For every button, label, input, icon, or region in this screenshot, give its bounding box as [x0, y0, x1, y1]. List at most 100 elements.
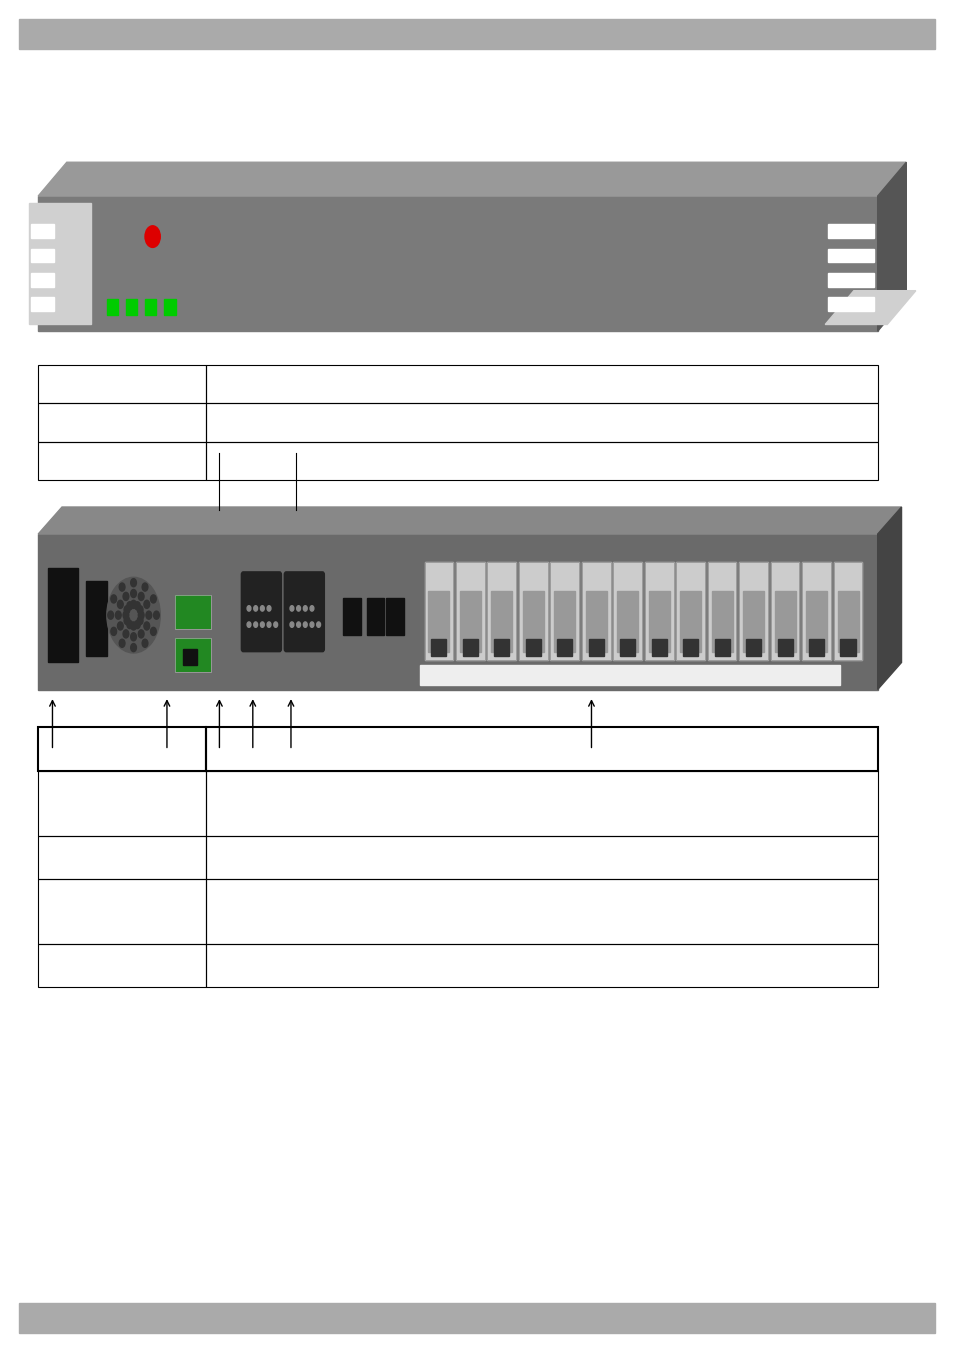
Circle shape — [131, 622, 136, 630]
Bar — [648, 591, 669, 652]
Bar — [38, 534, 877, 690]
Bar — [613, 562, 641, 660]
Bar — [206, 879, 877, 944]
Bar — [494, 639, 509, 656]
Circle shape — [137, 606, 143, 614]
Bar — [581, 562, 610, 660]
Bar — [840, 639, 855, 656]
Circle shape — [111, 627, 116, 635]
Polygon shape — [824, 291, 915, 324]
Bar — [837, 591, 858, 652]
Bar — [644, 562, 673, 660]
Circle shape — [290, 622, 294, 627]
Bar — [707, 562, 736, 660]
Bar — [827, 224, 873, 238]
Circle shape — [303, 606, 307, 611]
Polygon shape — [877, 507, 901, 690]
Bar — [827, 249, 873, 262]
Bar — [801, 562, 830, 660]
Bar — [19, 19, 934, 49]
Circle shape — [117, 600, 123, 608]
Bar — [557, 639, 572, 656]
Bar — [522, 591, 543, 652]
Circle shape — [253, 606, 257, 611]
Bar — [808, 639, 823, 656]
Bar — [742, 591, 763, 652]
Polygon shape — [38, 507, 901, 534]
Bar — [588, 639, 603, 656]
Circle shape — [131, 644, 136, 652]
Circle shape — [310, 622, 314, 627]
Circle shape — [247, 606, 251, 611]
Circle shape — [267, 606, 271, 611]
Circle shape — [316, 622, 320, 627]
Bar — [770, 562, 799, 660]
Bar — [174, 595, 211, 629]
Bar — [206, 944, 877, 987]
Bar — [714, 639, 729, 656]
Circle shape — [260, 622, 264, 627]
Circle shape — [131, 600, 136, 608]
Bar — [206, 727, 877, 771]
Circle shape — [151, 627, 156, 635]
Circle shape — [153, 611, 159, 619]
Circle shape — [144, 622, 150, 630]
Bar — [30, 297, 54, 311]
Bar — [107, 299, 118, 315]
Circle shape — [290, 606, 294, 611]
Bar — [206, 442, 877, 480]
Circle shape — [144, 600, 150, 608]
Bar — [676, 562, 704, 660]
Circle shape — [134, 621, 140, 629]
Bar — [174, 638, 211, 672]
Circle shape — [131, 589, 136, 598]
Bar — [30, 224, 54, 238]
Bar — [518, 562, 547, 660]
Bar — [38, 836, 206, 879]
Bar — [38, 879, 206, 944]
Bar — [206, 771, 877, 836]
Bar — [801, 562, 830, 660]
Bar — [739, 562, 767, 660]
Bar — [174, 638, 211, 672]
Polygon shape — [877, 162, 905, 331]
Circle shape — [131, 633, 136, 641]
Circle shape — [138, 611, 144, 619]
Bar — [419, 665, 839, 685]
Bar — [164, 299, 175, 315]
FancyBboxPatch shape — [284, 572, 324, 652]
Circle shape — [115, 611, 121, 619]
Bar — [644, 562, 673, 660]
Bar — [745, 639, 760, 656]
Bar — [739, 562, 767, 660]
Bar — [525, 639, 540, 656]
Bar — [827, 273, 873, 287]
Bar — [38, 771, 206, 836]
Bar — [30, 273, 54, 287]
Bar — [126, 299, 137, 315]
Bar — [462, 639, 477, 656]
Circle shape — [267, 622, 271, 627]
Bar — [38, 365, 206, 403]
Bar — [206, 403, 877, 442]
Circle shape — [111, 595, 116, 603]
Bar — [206, 365, 877, 403]
Bar — [38, 442, 206, 480]
FancyBboxPatch shape — [241, 572, 281, 652]
Circle shape — [124, 606, 130, 614]
Bar — [827, 297, 873, 311]
Bar — [487, 562, 516, 660]
Circle shape — [131, 579, 136, 587]
Bar — [487, 562, 516, 660]
Polygon shape — [29, 203, 91, 324]
Circle shape — [108, 611, 113, 619]
Circle shape — [247, 622, 251, 627]
Circle shape — [138, 630, 144, 638]
Circle shape — [260, 606, 264, 611]
Bar — [30, 249, 54, 262]
Circle shape — [253, 622, 257, 627]
Circle shape — [134, 602, 140, 610]
Bar — [19, 1303, 934, 1333]
Circle shape — [296, 622, 300, 627]
Circle shape — [142, 583, 148, 591]
